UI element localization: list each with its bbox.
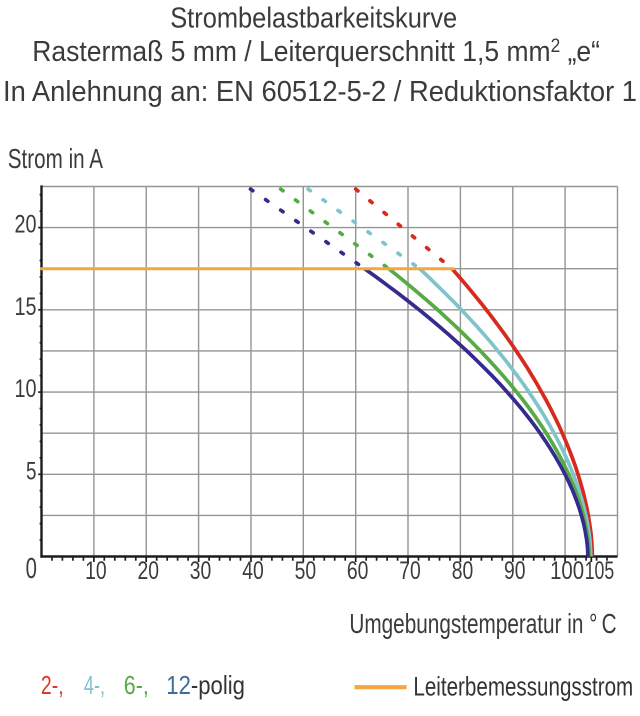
svg-text:4-,: 4-, — [84, 670, 105, 700]
svg-text:40: 40 — [242, 557, 264, 585]
svg-text:Strom in A: Strom in A — [8, 143, 103, 174]
svg-text:Strombelastbarkeitskurve: Strombelastbarkeitskurve — [170, 3, 457, 35]
svg-text:105: 105 — [585, 557, 615, 585]
svg-text:In Anlehnung an: EN 60512-5-2: In Anlehnung an: EN 60512-5-2 / Reduktio… — [3, 76, 637, 108]
svg-text:50: 50 — [295, 557, 317, 585]
svg-text:30: 30 — [190, 557, 212, 585]
svg-text:10: 10 — [15, 375, 37, 403]
svg-text:90: 90 — [504, 557, 526, 585]
svg-text:12-polig: 12-polig — [166, 670, 245, 700]
svg-text:10: 10 — [85, 557, 107, 585]
svg-text:0: 0 — [26, 553, 37, 585]
svg-text:15: 15 — [15, 293, 37, 321]
svg-text:20: 20 — [138, 557, 160, 585]
svg-text:Rastermaß 5 mm / Leiterquersch: Rastermaß 5 mm / Leiterquerschnitt 1,5 m… — [32, 36, 600, 68]
svg-text:5: 5 — [26, 457, 37, 485]
svg-text:2-,: 2-, — [41, 670, 64, 700]
svg-text:100: 100 — [550, 557, 584, 585]
svg-text:6-,: 6-, — [124, 670, 149, 700]
svg-text:Umgebungstemperatur in ° C: Umgebungstemperatur in ° C — [349, 608, 616, 639]
svg-text:20: 20 — [15, 211, 37, 239]
svg-text:80: 80 — [452, 557, 474, 585]
svg-text:Leiterbemessungsstrom: Leiterbemessungsstrom — [413, 672, 633, 702]
svg-text:70: 70 — [399, 557, 421, 585]
svg-text:60: 60 — [347, 557, 369, 585]
